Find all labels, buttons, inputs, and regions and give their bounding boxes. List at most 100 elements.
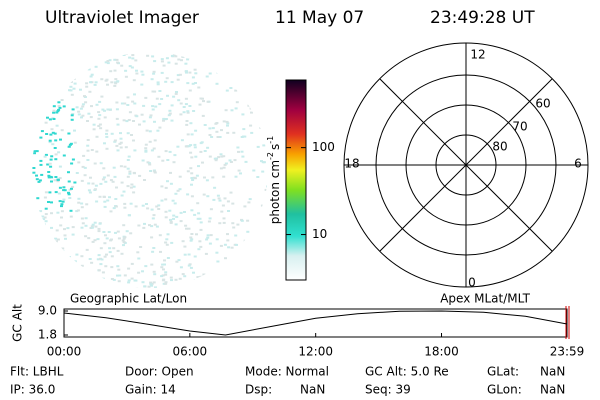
pixel — [153, 60, 157, 63]
pixel — [167, 114, 171, 117]
pixel — [179, 113, 183, 116]
pixel — [172, 217, 175, 220]
pixel — [166, 233, 170, 236]
pixel — [85, 82, 89, 85]
pixel — [49, 158, 53, 161]
pixel — [151, 55, 155, 58]
pixel — [185, 120, 189, 122]
pixel — [90, 149, 94, 151]
pixel — [246, 230, 250, 233]
pixel — [260, 204, 264, 207]
pixel — [124, 146, 128, 149]
pixel — [87, 189, 91, 192]
pixel — [236, 269, 240, 271]
pixel — [197, 56, 201, 58]
pixel — [70, 118, 74, 121]
pixel — [181, 240, 185, 243]
pixel — [119, 137, 123, 140]
pixel — [217, 156, 221, 159]
pixel — [194, 129, 198, 132]
pixel — [67, 193, 71, 196]
pixel — [265, 260, 268, 263]
pixel — [110, 278, 114, 280]
pixel — [196, 217, 200, 220]
pixel — [190, 183, 193, 186]
pixel — [205, 75, 209, 78]
pixel — [191, 52, 195, 54]
pixel — [34, 87, 38, 90]
pixel — [73, 82, 77, 85]
pixel — [206, 236, 210, 239]
pixel — [125, 230, 129, 233]
pixel — [36, 101, 40, 104]
pixel — [220, 155, 224, 158]
pixel — [29, 175, 32, 177]
pixel — [97, 111, 101, 114]
pixel — [116, 123, 120, 126]
pixel — [60, 216, 63, 219]
pixel — [59, 259, 62, 262]
pixel — [208, 217, 212, 220]
pixel — [230, 246, 234, 249]
pixel — [246, 219, 250, 222]
pixel — [38, 179, 42, 182]
pixel — [135, 287, 139, 288]
pixel — [181, 55, 185, 58]
pixel — [60, 99, 64, 101]
x-tick-label: 12:00 — [298, 345, 333, 359]
pixel — [236, 281, 239, 284]
pixel — [224, 257, 227, 260]
pixel — [68, 89, 71, 92]
pixel — [67, 191, 70, 194]
pixel — [252, 169, 256, 172]
pixel — [164, 186, 168, 189]
pixel — [151, 217, 155, 220]
y-label: GC Alt — [11, 304, 25, 342]
pixel — [260, 88, 264, 91]
pixel — [166, 94, 169, 97]
pixel — [42, 60, 45, 63]
pixel — [222, 217, 226, 220]
pixel — [80, 264, 84, 267]
pixel — [45, 89, 49, 92]
pixel — [168, 109, 172, 112]
pixel — [94, 81, 98, 84]
pixel — [42, 52, 46, 55]
colorbar-tick-label: 10 — [312, 227, 327, 241]
pixel — [252, 80, 256, 82]
info-field: Flt: LBHL — [10, 365, 64, 379]
pixel — [112, 247, 116, 250]
pixel — [82, 154, 86, 157]
pixel — [44, 85, 48, 88]
pixel — [170, 104, 174, 107]
pixel — [80, 179, 84, 182]
pixel — [70, 187, 73, 190]
pixel — [190, 133, 194, 136]
pixel — [259, 106, 263, 109]
pixel — [186, 110, 190, 113]
pixel — [235, 101, 239, 104]
pixel — [59, 138, 62, 141]
pixel — [67, 132, 71, 135]
pixel — [170, 119, 174, 122]
pixel — [102, 231, 106, 233]
pixel — [103, 109, 106, 112]
pixel — [178, 73, 182, 76]
pixel — [85, 85, 89, 88]
pixel — [32, 214, 35, 217]
pixel — [34, 210, 38, 213]
pixel — [223, 163, 227, 166]
pixel — [250, 267, 254, 269]
pixel — [72, 68, 76, 71]
pixel — [58, 165, 62, 168]
pixel — [183, 211, 186, 213]
pixel — [35, 174, 38, 177]
pixel — [147, 285, 151, 288]
pixel — [114, 205, 118, 208]
pixel — [154, 105, 158, 108]
pixel — [225, 89, 229, 92]
pixel — [146, 54, 150, 57]
pixel — [199, 228, 203, 231]
pixel — [164, 80, 168, 83]
pixel — [169, 220, 173, 223]
